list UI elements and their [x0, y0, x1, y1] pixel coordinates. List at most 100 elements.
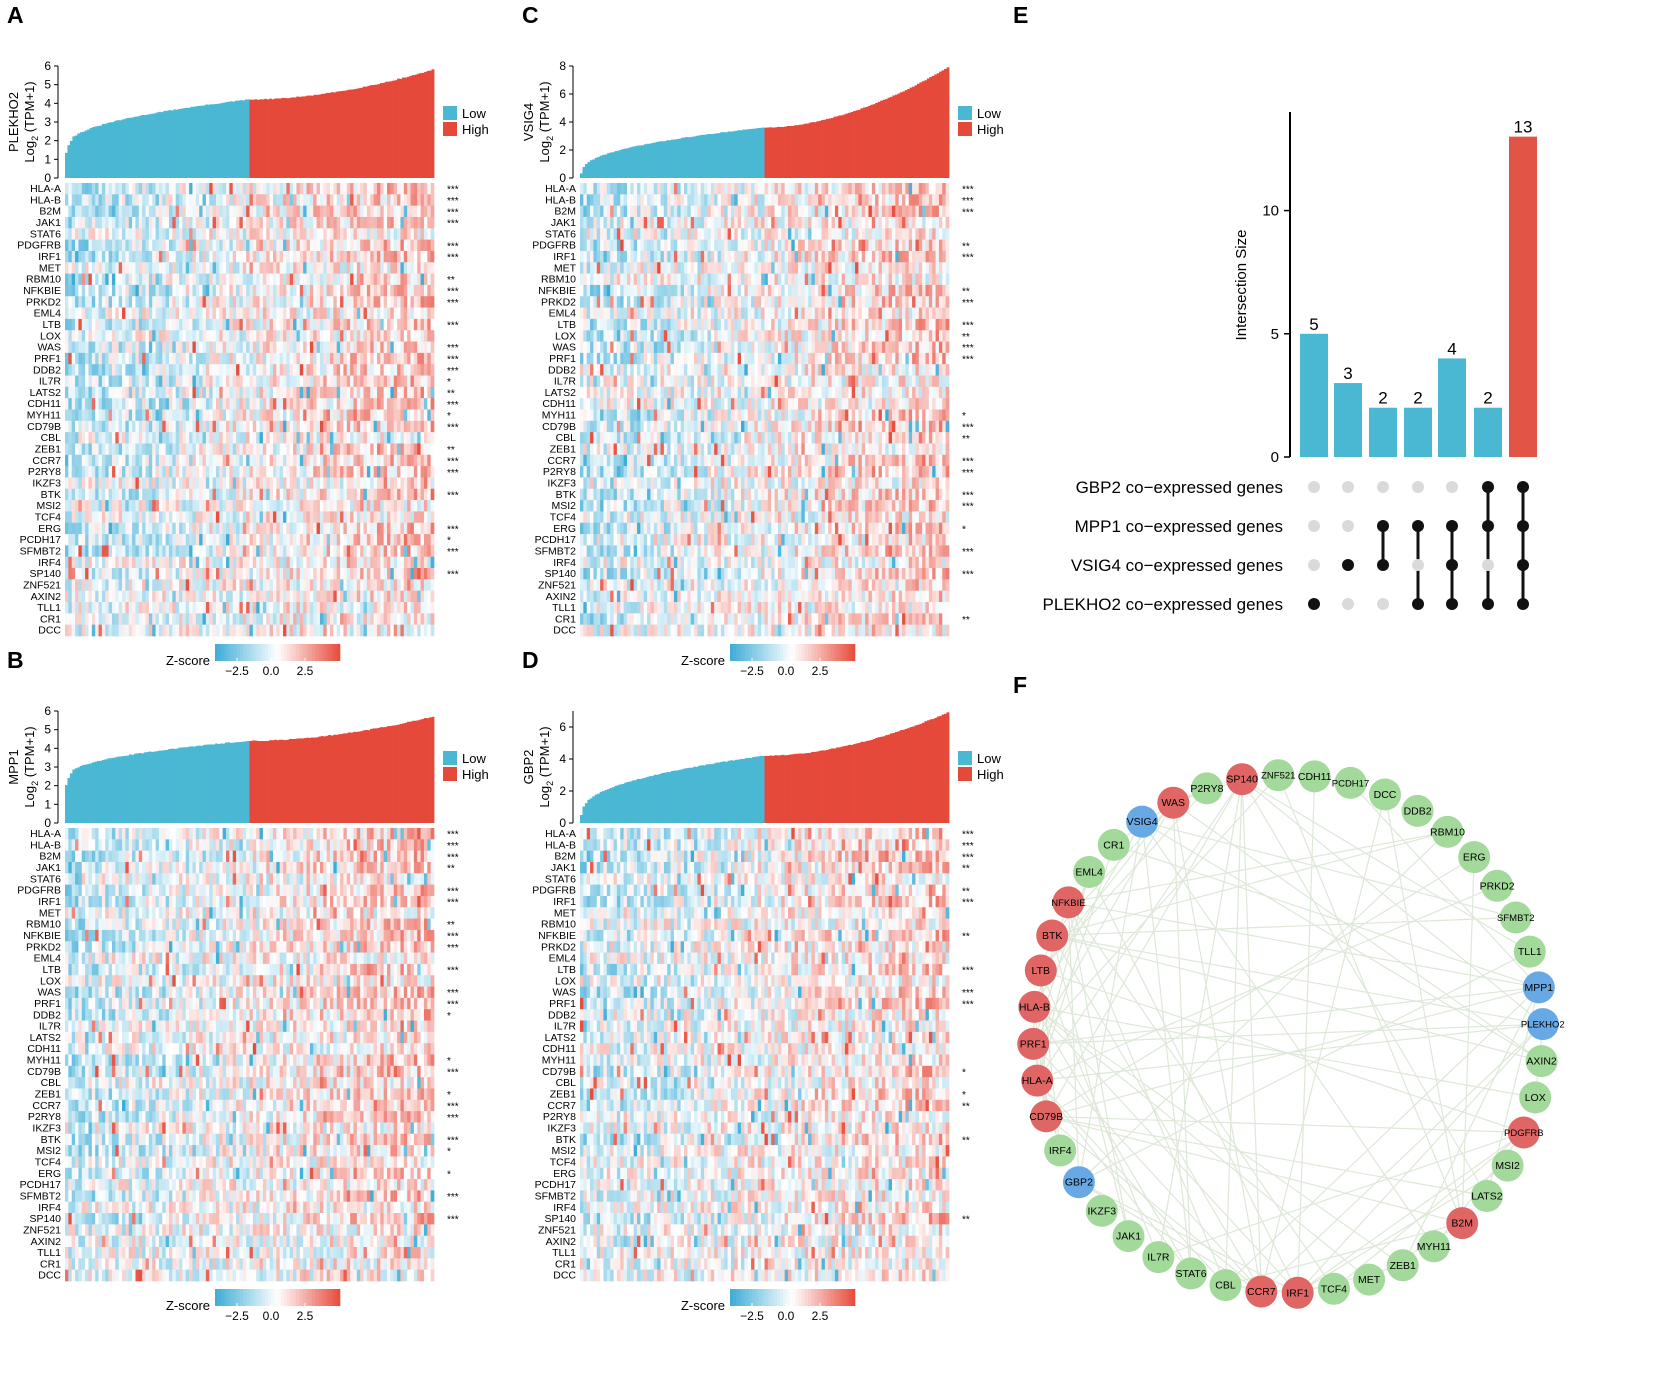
heatmap-row [65, 205, 435, 218]
heatmap-cell [98, 307, 103, 320]
heatmap-cell [65, 398, 69, 410]
heatmap-cell [152, 443, 156, 456]
heatmap-cell [158, 205, 163, 218]
heatmap-cell [212, 375, 217, 388]
heatmap-cell [205, 568, 210, 580]
heatmap-cell [430, 296, 435, 308]
heatmap-cell [148, 216, 153, 229]
heatmap-cell [85, 556, 89, 569]
heatmap-cell [115, 545, 120, 558]
expression-bar [830, 118, 834, 178]
heatmap-cell [239, 262, 244, 274]
heatmap-cell [165, 568, 170, 580]
expression-bar [604, 154, 608, 178]
heatmap-cell [366, 477, 371, 490]
heatmap-cell [212, 273, 217, 286]
heatmap-cell [356, 183, 361, 195]
heatmap-cell [293, 477, 297, 490]
heatmap-cell [390, 296, 395, 308]
heatmap-cell [353, 296, 358, 308]
unit-label: Log2 (TPM+1) [22, 81, 40, 162]
heatmap-cell [108, 318, 113, 331]
heatmap-cell [242, 194, 247, 206]
heatmap-cell [366, 522, 371, 535]
heatmap-cell [380, 443, 385, 456]
heatmap-cell [152, 511, 156, 524]
heatmap-cell [323, 420, 327, 433]
heatmap-cell [246, 341, 250, 354]
heatmap-cell [189, 534, 193, 546]
heatmap-cell [192, 216, 197, 229]
heatmap-cell [185, 432, 190, 444]
heatmap-cell [145, 590, 150, 603]
heatmap-cell [336, 613, 341, 626]
heatmap-cell [269, 194, 274, 206]
heatmap-cell [356, 477, 361, 490]
heatmap-cell [363, 500, 368, 512]
heatmap-cell [239, 273, 244, 286]
heatmap-cell [283, 318, 287, 331]
heatmap-cell [303, 409, 307, 422]
heatmap-cell [306, 602, 311, 614]
heatmap-cell [306, 364, 311, 376]
heatmap-cell [179, 602, 183, 614]
heatmap-cell [199, 262, 203, 274]
heatmap-cell [68, 432, 73, 444]
heatmap-cell [105, 284, 109, 297]
heatmap-cell [350, 409, 354, 422]
heatmap-cell [162, 613, 166, 626]
heatmap-cell [373, 296, 378, 308]
heatmap-cell [249, 477, 254, 490]
significance-stars: *** [447, 524, 459, 535]
heatmap-cell [353, 352, 358, 365]
heatmap-cell [209, 613, 213, 626]
heatmap-cell [309, 454, 314, 467]
heatmap-cell [219, 398, 224, 410]
heatmap-cell [427, 194, 431, 206]
heatmap-cell [219, 183, 224, 195]
heatmap-cell [108, 364, 113, 376]
heatmap-cell [376, 443, 381, 456]
heatmap-cell [303, 398, 307, 410]
heatmap-cell [266, 250, 270, 263]
heatmap-row [65, 183, 435, 195]
heatmap-cell [105, 545, 109, 558]
heatmap-cell [202, 534, 207, 546]
heatmap-cell [75, 432, 79, 444]
heatmap-cell [279, 500, 284, 512]
heatmap-cell [613, 183, 618, 195]
expression-bar [629, 147, 633, 178]
heatmap-cell [259, 284, 264, 297]
heatmap-cell [276, 522, 281, 535]
heatmap-cell [215, 420, 220, 433]
heatmap-cell [420, 579, 425, 592]
heatmap-cell [195, 205, 200, 218]
heatmap-cell [212, 296, 217, 308]
heatmap-cell [78, 579, 83, 592]
heatmap-cell [205, 330, 210, 342]
heatmap-cell [175, 239, 180, 252]
heatmap-cell [370, 364, 374, 376]
heatmap-cell [179, 545, 183, 558]
heatmap-cell [403, 409, 408, 422]
heatmap-cell [333, 284, 338, 297]
heatmap-cell [155, 284, 160, 297]
heatmap-cell [199, 194, 203, 206]
heatmap-cell [252, 579, 257, 592]
heatmap-cell [65, 477, 69, 490]
heatmap-cell [249, 250, 254, 263]
heatmap-cell [417, 307, 421, 320]
heatmap-cell [222, 602, 227, 614]
heatmap-cell [390, 545, 395, 558]
heatmap-cell [209, 386, 213, 399]
heatmap-cell [108, 613, 113, 626]
heatmap-cell [363, 250, 368, 263]
heatmap-cell [239, 375, 244, 388]
heatmap-cell [390, 341, 395, 354]
heatmap-cell [286, 250, 291, 263]
heatmap-cell [380, 194, 385, 206]
heatmap-cell [266, 239, 270, 252]
heatmap-cell [343, 613, 348, 626]
heatmap-cell [427, 568, 431, 580]
